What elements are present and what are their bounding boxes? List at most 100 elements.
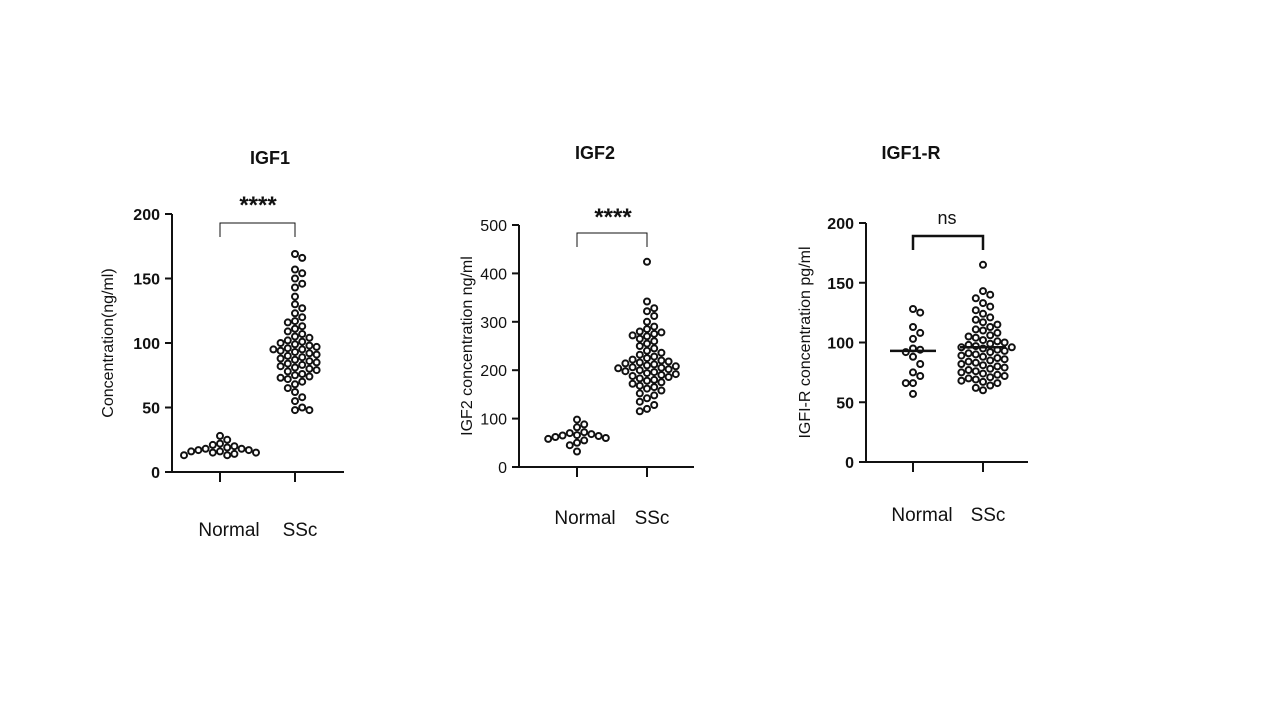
y-tick-label: 150	[133, 272, 160, 289]
data-point-ssc	[664, 357, 673, 366]
significance-label: ****	[594, 204, 632, 231]
data-point-ssc	[283, 367, 292, 376]
data-point-ssc	[635, 389, 644, 398]
data-point-ssc	[971, 333, 980, 342]
data-point-ssc	[650, 304, 659, 313]
data-point-ssc	[291, 324, 299, 333]
data-point-ssc	[305, 341, 314, 350]
data-point-ssc	[635, 381, 644, 390]
data-point-normal	[916, 360, 925, 368]
data-point-ssc	[979, 352, 987, 361]
data-point-ssc	[643, 361, 651, 370]
data-point-ssc	[643, 369, 651, 378]
data-point-ssc	[671, 370, 680, 379]
data-point-ssc	[291, 363, 299, 372]
significance-bracket	[576, 232, 648, 247]
data-point-normal	[916, 328, 925, 337]
data-point-ssc	[305, 333, 314, 342]
data-point-ssc	[657, 371, 666, 379]
data-point-ssc	[986, 339, 995, 348]
data-point-ssc	[650, 360, 659, 369]
data-point-ssc	[979, 377, 987, 386]
igf1-panel: IGF1 0 50 100 150 200 Normal SSc Concentration(n…	[100, 148, 344, 541]
data-point-ssc	[650, 375, 659, 384]
data-point-ssc	[650, 329, 659, 338]
data-point-ssc	[657, 356, 666, 365]
data-point-normal	[573, 415, 581, 424]
data-point-normal	[601, 434, 610, 442]
data-point-normal	[573, 423, 581, 432]
data-point-ssc	[957, 360, 966, 368]
data-point-ssc	[621, 359, 630, 368]
data-point-normal	[223, 435, 232, 444]
data-point-ssc	[291, 380, 299, 389]
data-point-ssc	[298, 269, 307, 278]
data-point-ssc	[298, 353, 307, 362]
data-point-ssc	[979, 386, 987, 395]
igf1r-panel: IGF1-R 0 50 100 150 200 Normal SSc IGFI-R concen…	[797, 143, 1028, 526]
data-point-ssc	[635, 327, 644, 336]
data-point-ssc	[276, 339, 285, 347]
data-point-normal	[216, 431, 224, 440]
data-point-ssc	[298, 322, 307, 331]
y-tick-label: 0	[498, 460, 507, 477]
y-tick-label: 100	[133, 336, 160, 353]
data-point-ssc	[986, 373, 995, 382]
data-point-ssc	[971, 350, 980, 359]
data-point-ssc	[283, 318, 292, 327]
data-point-ssc	[283, 344, 292, 353]
data-point-ssc	[298, 360, 307, 369]
data-point-ssc	[643, 384, 651, 393]
significance-bracket	[911, 234, 985, 250]
data-point-ssc	[657, 328, 666, 337]
data-point-ssc	[628, 372, 637, 380]
data-point-ssc	[291, 283, 299, 292]
data-point-ssc	[979, 361, 987, 370]
data-point-normal	[551, 433, 560, 441]
data-point-normal	[252, 448, 260, 457]
data-point-ssc	[291, 371, 299, 380]
data-point-ssc	[971, 358, 980, 367]
data-point-ssc	[1000, 346, 1009, 355]
data-point-normal	[909, 379, 917, 388]
data-point-ssc	[643, 339, 651, 348]
data-point-ssc	[979, 369, 987, 378]
data-point-ssc	[986, 348, 995, 357]
y-tick-label: 0	[845, 455, 854, 472]
data-point-ssc	[986, 356, 995, 365]
data-point-ssc	[291, 300, 299, 309]
data-point-ssc	[635, 407, 644, 416]
data-point-ssc	[650, 344, 659, 353]
data-point-ssc	[993, 328, 1002, 337]
y-tick-label: 500	[480, 218, 507, 235]
data-point-normal	[544, 434, 553, 443]
data-point-normal	[244, 446, 253, 455]
y-axis-label: IGF2 concentration ng/ml	[459, 256, 476, 436]
data-point-normal	[180, 451, 188, 460]
data-point-ssc	[305, 349, 314, 358]
data-point-ssc	[291, 250, 299, 258]
data-point-ssc	[1000, 372, 1009, 380]
data-point-ssc	[643, 317, 651, 326]
data-point-ssc	[635, 366, 644, 375]
y-tick-label: 50	[142, 401, 160, 418]
data-point-ssc	[276, 373, 285, 382]
data-point-normal	[216, 439, 224, 448]
data-point-ssc	[957, 368, 966, 377]
data-point-ssc	[1000, 338, 1009, 347]
data-point-normal	[230, 449, 239, 458]
data-point-ssc	[986, 290, 995, 299]
data-point-ssc	[269, 345, 278, 354]
data-point-ssc	[291, 265, 299, 274]
data-point-ssc	[643, 332, 651, 341]
data-point-ssc	[993, 320, 1002, 329]
data-point-normal	[558, 431, 567, 440]
data-point-ssc	[979, 299, 987, 308]
data-point-ssc	[964, 357, 973, 366]
data-point-ssc	[650, 383, 659, 392]
data-point-ssc	[283, 375, 292, 384]
data-point-ssc	[986, 323, 995, 331]
data-point-ssc	[298, 304, 307, 313]
data-point-ssc	[621, 367, 630, 376]
